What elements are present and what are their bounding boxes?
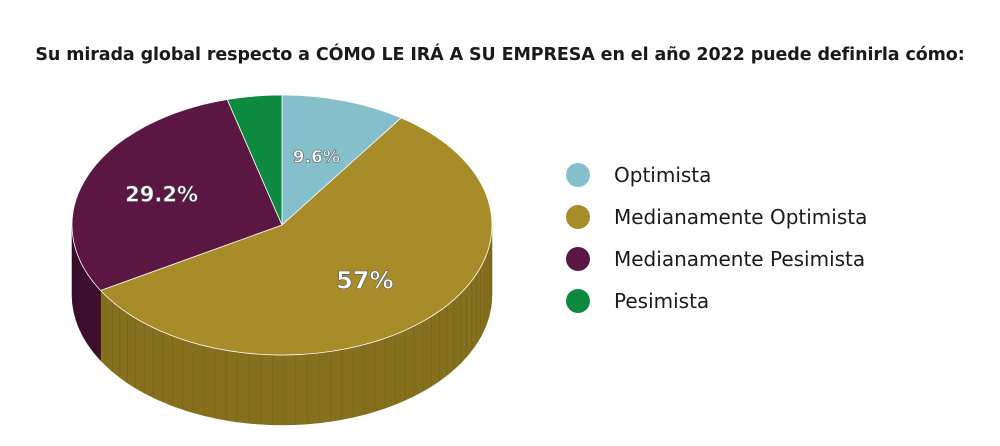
legend-swatch: [566, 289, 590, 313]
pie-data-label: 9.6%: [293, 148, 340, 168]
legend-swatch: [566, 205, 590, 229]
pie-slice-optimista: [281, 94, 402, 226]
legend-label: Medianamente Optimista: [614, 205, 868, 229]
legend-item-optimista: Optimista: [566, 154, 867, 196]
pie-slice-pesimista: [226, 94, 283, 226]
legend-label: Pesimista: [614, 289, 710, 313]
pie-top: [71, 94, 493, 356]
pie-sides: [71, 224, 493, 426]
pie-slice-medianamente-pesimista: [71, 99, 283, 291]
legend-label: Medianamente Pesimista: [614, 247, 866, 271]
legend-item-pesimista: Pesimista: [566, 280, 867, 322]
legend-swatch: [566, 247, 590, 271]
legend-item-medianamente-optimista: Medianamente Optimista: [566, 196, 867, 238]
legend-item-medianamente-pesimista: Medianamente Pesimista: [566, 238, 867, 280]
pie-slice-medianamente-optimista: [99, 117, 493, 356]
pie-data-label: 57%: [336, 267, 393, 295]
legend-label: Optimista: [614, 163, 712, 187]
legend-swatch: [566, 163, 590, 187]
chart-title: Su mirada global respecto a CÓMO LE IRÁ …: [35, 45, 965, 65]
legend: Optimista Medianamente Optimista Mediana…: [566, 154, 867, 322]
pie-data-label: 29.2%: [125, 183, 198, 207]
